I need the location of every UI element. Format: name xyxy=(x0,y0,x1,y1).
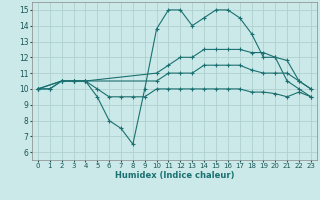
X-axis label: Humidex (Indice chaleur): Humidex (Indice chaleur) xyxy=(115,171,234,180)
